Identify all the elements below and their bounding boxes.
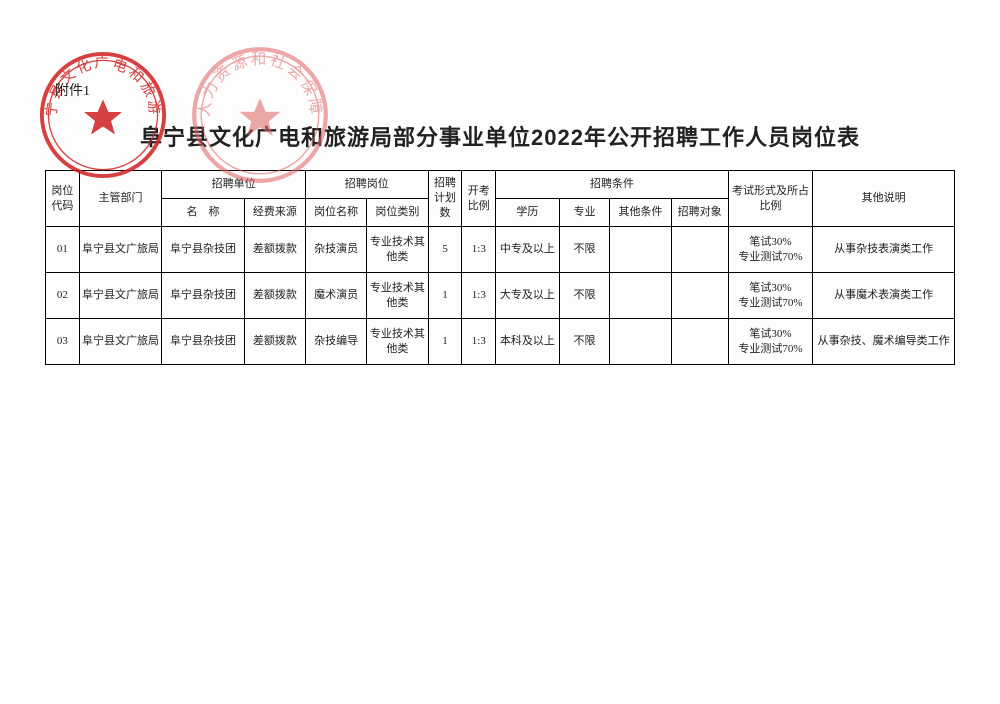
cell-other_cond: [610, 319, 671, 365]
cell-dept: 阜宁县文广旅局: [79, 227, 161, 273]
header-code: 岗位代码: [46, 171, 80, 227]
header-post-group: 招聘岗位: [305, 171, 428, 199]
document-page: 阜宁县文化广电和旅游局 人力资源和社会保障 附件1 阜宁县文化广电和旅游局部分事…: [0, 0, 1000, 704]
header-post-name: 岗位名称: [305, 199, 366, 227]
cell-ratio: 1:3: [462, 273, 496, 319]
cell-plan: 1: [428, 273, 462, 319]
table-row: 03阜宁县文广旅局阜宁县杂技团差额拨款杂技编导专业技术其他类11:3本科及以上不…: [46, 319, 955, 365]
header-remark: 其他说明: [813, 171, 955, 227]
header-post-type: 岗位类别: [367, 199, 428, 227]
header-dept: 主管部门: [79, 171, 161, 227]
header-target: 招聘对象: [671, 199, 728, 227]
cell-unit_fund: 差额拨款: [244, 227, 305, 273]
cell-ratio: 1:3: [462, 319, 496, 365]
cell-other_cond: [610, 273, 671, 319]
cell-dept: 阜宁县文广旅局: [79, 273, 161, 319]
page-title: 阜宁县文化广电和旅游局部分事业单位2022年公开招聘工作人员岗位表: [40, 120, 960, 152]
attachment-label: 附件1: [55, 80, 90, 100]
cell-unit_fund: 差额拨款: [244, 319, 305, 365]
cell-unit_name: 阜宁县杂技团: [162, 227, 244, 273]
cell-remark: 从事魔术表演类工作: [813, 273, 955, 319]
seal-stamp-1: 阜宁县文化广电和旅游局: [38, 50, 168, 180]
header-cond-group: 招聘条件: [496, 171, 729, 199]
cell-dept: 阜宁县文广旅局: [79, 319, 161, 365]
cell-remark: 从事杂技、魔术编导类工作: [813, 319, 955, 365]
seal-stamp-2: 人力资源和社会保障: [190, 45, 330, 185]
cell-unit_name: 阜宁县杂技团: [162, 273, 244, 319]
cell-post_type: 专业技术其他类: [367, 273, 428, 319]
cell-plan: 1: [428, 319, 462, 365]
cell-post_type: 专业技术其他类: [367, 319, 428, 365]
cell-unit_name: 阜宁县杂技团: [162, 319, 244, 365]
header-major: 专业: [559, 199, 610, 227]
header-exam: 考试形式及所占比例: [728, 171, 813, 227]
cell-post_name: 杂技编导: [305, 319, 366, 365]
header-unit-name: 名 称: [162, 199, 244, 227]
cell-remark: 从事杂技表演类工作: [813, 227, 955, 273]
header-other-cond: 其他条件: [610, 199, 671, 227]
cell-ratio: 1:3: [462, 227, 496, 273]
table-row: 01阜宁县文广旅局阜宁县杂技团差额拨款杂技演员专业技术其他类51:3中专及以上不…: [46, 227, 955, 273]
cell-post_name: 杂技演员: [305, 227, 366, 273]
cell-target: [671, 227, 728, 273]
header-plan: 招聘计划数: [428, 171, 462, 227]
cell-exam: 笔试30%专业测试70%: [728, 319, 813, 365]
cell-target: [671, 273, 728, 319]
cell-major: 不限: [559, 227, 610, 273]
job-position-table: 岗位代码 主管部门 招聘单位 招聘岗位 招聘计划数 开考比例 招聘条件 考试形式…: [45, 170, 955, 365]
cell-code: 02: [46, 273, 80, 319]
cell-exam: 笔试30%专业测试70%: [728, 227, 813, 273]
cell-target: [671, 319, 728, 365]
cell-edu: 大专及以上: [496, 273, 559, 319]
cell-exam: 笔试30%专业测试70%: [728, 273, 813, 319]
cell-post_name: 魔术演员: [305, 273, 366, 319]
svg-text:人力资源和社会保障: 人力资源和社会保障: [195, 50, 325, 118]
header-edu: 学历: [496, 199, 559, 227]
cell-plan: 5: [428, 227, 462, 273]
header-unit-fund: 经费来源: [244, 199, 305, 227]
cell-major: 不限: [559, 319, 610, 365]
cell-edu: 本科及以上: [496, 319, 559, 365]
header-unit-group: 招聘单位: [162, 171, 306, 199]
table-row: 02阜宁县文广旅局阜宁县杂技团差额拨款魔术演员专业技术其他类11:3大专及以上不…: [46, 273, 955, 319]
cell-post_type: 专业技术其他类: [367, 227, 428, 273]
cell-edu: 中专及以上: [496, 227, 559, 273]
header-ratio: 开考比例: [462, 171, 496, 227]
cell-code: 01: [46, 227, 80, 273]
cell-other_cond: [610, 227, 671, 273]
cell-code: 03: [46, 319, 80, 365]
cell-unit_fund: 差额拨款: [244, 273, 305, 319]
cell-major: 不限: [559, 273, 610, 319]
